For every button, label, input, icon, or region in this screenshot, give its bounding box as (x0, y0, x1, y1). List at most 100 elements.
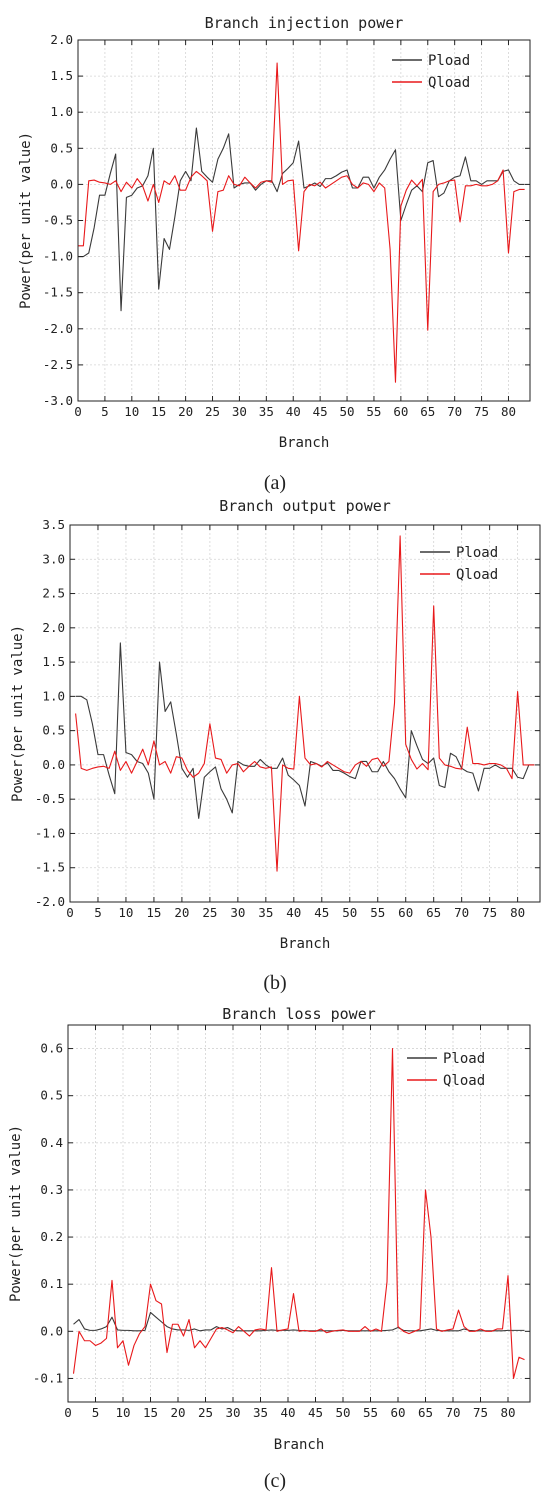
x-tick-label: 30 (225, 1405, 240, 1420)
x-tick-label: 80 (510, 905, 525, 920)
x-tick-label: 5 (101, 404, 109, 419)
y-tick-label: 1.0 (42, 688, 65, 703)
series-line-qload (72, 1048, 525, 1379)
x-tick-label: 45 (313, 404, 328, 419)
x-tick-label: 40 (286, 905, 301, 920)
y-tick-label: 0.2 (40, 1229, 63, 1244)
y-tick-label: 0.0 (50, 176, 73, 191)
y-tick-label: 0.3 (40, 1182, 63, 1197)
x-tick-label: 55 (363, 1405, 378, 1420)
y-tick-label: -2.0 (43, 321, 73, 336)
x-tick-label: 60 (390, 1405, 405, 1420)
y-tick-label: 3.0 (42, 551, 65, 566)
y-tick-label: -0.1 (33, 1370, 63, 1385)
y-tick-label: 0.5 (42, 723, 65, 738)
series-line-pload (75, 642, 535, 819)
y-tick-label: -1.5 (35, 860, 65, 875)
x-tick-label: 65 (418, 1405, 433, 1420)
y-tick-label: -1.0 (43, 249, 73, 264)
x-tick-label: 25 (205, 404, 220, 419)
x-tick-label: 30 (230, 905, 245, 920)
x-tick-label: 70 (454, 905, 469, 920)
legend-label-pload: Pload (428, 53, 470, 69)
panel-caption-b: (b) (263, 972, 286, 994)
y-tick-label: 1.5 (50, 68, 73, 83)
x-tick-label: 25 (198, 1405, 213, 1420)
y-tick-label: 0.4 (40, 1135, 63, 1150)
x-tick-label: 10 (118, 905, 133, 920)
plot-frame (69, 524, 541, 903)
x-tick-label: 60 (393, 404, 408, 419)
x-tick-label: 70 (447, 404, 462, 419)
x-tick-label: 10 (115, 1405, 130, 1420)
x-tick-label: 55 (370, 905, 385, 920)
chart-panel-a: 2.0 1.5 1.0 0.5 0.0 -0.5 -1.0 -1.5 -2.0 -2.5 -3.00… (18, 14, 531, 451)
y-axis-label: Power(per unit value) (8, 1125, 24, 1302)
y-tick-label: 3.5 (42, 517, 65, 532)
x-tick-label: 0 (74, 404, 82, 419)
series-line-qload (78, 62, 525, 383)
x-tick-label: 0 (64, 1405, 72, 1420)
legend-label-qload: Qload (428, 75, 470, 91)
x-tick-label: 15 (143, 1405, 158, 1420)
x-tick-label: 35 (253, 1405, 268, 1420)
chart-title: Branch injection power (205, 14, 404, 32)
x-tick-label: 35 (258, 905, 273, 920)
x-tick-label: 50 (342, 905, 357, 920)
y-tick-label: 0.6 (40, 1041, 63, 1056)
x-tick-label: 40 (286, 404, 301, 419)
legend-label-pload: Pload (443, 1051, 485, 1067)
legend-label-qload: Qload (443, 1073, 485, 1089)
y-tick-label: 0.1 (40, 1276, 63, 1291)
y-tick-label: 2.0 (42, 620, 65, 635)
x-tick-label: 35 (259, 404, 274, 419)
y-tick-label: 0.5 (50, 140, 73, 155)
x-tick-label: 75 (482, 905, 497, 920)
legend-label-qload: Qload (456, 567, 498, 583)
panel-caption-c: (c) (264, 1470, 286, 1492)
series-line-qload (75, 535, 535, 872)
x-tick-label: 65 (420, 404, 435, 419)
x-tick-label: 60 (398, 905, 413, 920)
y-tick-label: -2.5 (43, 357, 73, 372)
plot-frame (67, 1024, 531, 1403)
y-axis-label: Power(per unit value) (18, 132, 34, 309)
y-tick-label: -1.5 (43, 285, 73, 300)
chart-panel-b: 3.5 3.0 2.5 2.0 1.5 1.0 0.5 0.0 -0.5 -1.0 -1.5 -2.0… (10, 497, 541, 952)
x-tick-label: 45 (308, 1405, 323, 1420)
y-tick-label: 1.5 (42, 654, 65, 669)
x-tick-label: 25 (202, 905, 217, 920)
x-tick-label: 20 (174, 905, 189, 920)
x-tick-label: 30 (232, 404, 247, 419)
legend-label-pload: Pload (456, 545, 498, 561)
y-tick-label: 2.5 (42, 586, 65, 601)
y-tick-label: 0.0 (40, 1323, 63, 1338)
x-tick-label: 80 (500, 1405, 515, 1420)
x-tick-label: 5 (92, 1405, 100, 1420)
x-tick-label: 0 (66, 905, 74, 920)
y-tick-label: 1.0 (50, 104, 73, 119)
x-axis-label: Branch (274, 1437, 325, 1453)
y-tick-label: -0.5 (43, 213, 73, 228)
x-axis-label: Branch (280, 936, 331, 952)
x-tick-label: 20 (178, 404, 193, 419)
y-tick-label: -1.0 (35, 825, 65, 840)
y-tick-label: -0.5 (35, 791, 65, 806)
x-tick-label: 15 (151, 404, 166, 419)
x-tick-label: 10 (124, 404, 139, 419)
x-tick-label: 40 (280, 1405, 295, 1420)
y-tick-label: -3.0 (43, 393, 73, 408)
x-tick-label: 80 (501, 404, 516, 419)
panel-caption-a: (a) (264, 472, 286, 494)
x-axis-label: Branch (279, 435, 330, 451)
chart-title: Branch loss power (222, 1005, 376, 1023)
x-tick-label: 75 (474, 404, 489, 419)
chart-title: Branch output power (219, 497, 391, 515)
x-tick-label: 50 (335, 1405, 350, 1420)
x-tick-label: 65 (426, 905, 441, 920)
y-axis-label: Power(per unit value) (10, 625, 26, 802)
x-tick-label: 75 (473, 1405, 488, 1420)
x-tick-label: 15 (146, 905, 161, 920)
